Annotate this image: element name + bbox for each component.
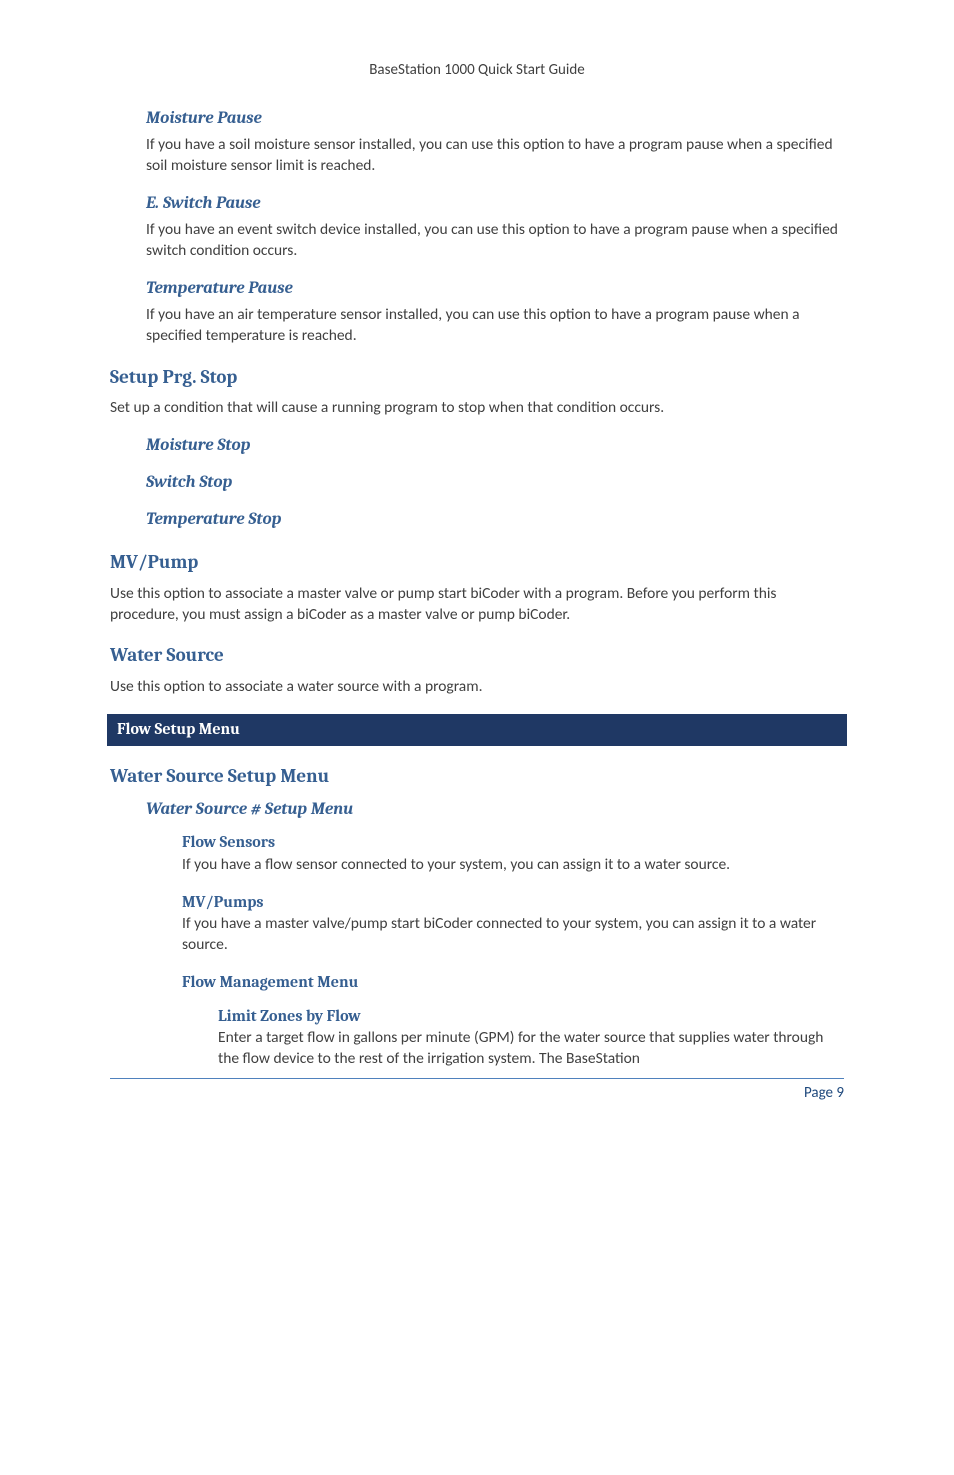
heading-limit-zones: Limit Zones by Flow — [218, 1006, 844, 1028]
section-bar-flow-setup: Flow Setup Menu — [107, 714, 847, 746]
body-mv-pumps: If you have a master valve/pump start bi… — [182, 914, 844, 956]
heading-moisture-stop: Moisture Stop — [146, 435, 844, 458]
heading-water-source-setup: Water Source Setup Menu — [110, 764, 844, 790]
doc-title: BaseStation 1000 Quick Start Guide — [369, 61, 584, 79]
body-setup-prg-stop: Set up a condition that will cause a run… — [110, 398, 844, 419]
heading-water-source-num-setup: Water Source # Setup Menu — [146, 799, 844, 822]
body-moisture-pause: If you have a soil moisture sensor insta… — [146, 135, 844, 177]
body-water-source: Use this option to associate a water sou… — [110, 677, 844, 698]
heading-mv-pumps: MV/Pumps — [182, 892, 844, 914]
body-mv-pump: Use this option to associate a master va… — [110, 584, 844, 626]
heading-temperature-stop: Temperature Stop — [146, 509, 844, 532]
heading-setup-prg-stop: Setup Prg. Stop — [110, 365, 844, 391]
heading-moisture-pause: Moisture Pause — [146, 108, 844, 131]
heading-water-source: Water Source — [110, 643, 844, 669]
body-flow-sensors: If you have a flow sensor connected to y… — [182, 855, 844, 876]
body-e-switch-pause: If you have an event switch device insta… — [146, 220, 844, 262]
heading-flow-mgmt: Flow Management Menu — [182, 972, 844, 994]
heading-flow-sensors: Flow Sensors — [182, 832, 844, 854]
body-limit-zones: Enter a target flow in gallons per minut… — [218, 1028, 844, 1070]
body-temperature-pause: If you have an air temperature sensor in… — [146, 305, 844, 347]
doc-header: BaseStation 1000 Quick Start Guide — [110, 60, 844, 80]
heading-switch-stop: Switch Stop — [146, 472, 844, 495]
heading-mv-pump: MV/Pump — [110, 550, 844, 576]
page-number: Page 9 — [110, 1079, 844, 1103]
heading-temperature-pause: Temperature Pause — [146, 278, 844, 301]
heading-e-switch-pause: E. Switch Pause — [146, 193, 844, 216]
